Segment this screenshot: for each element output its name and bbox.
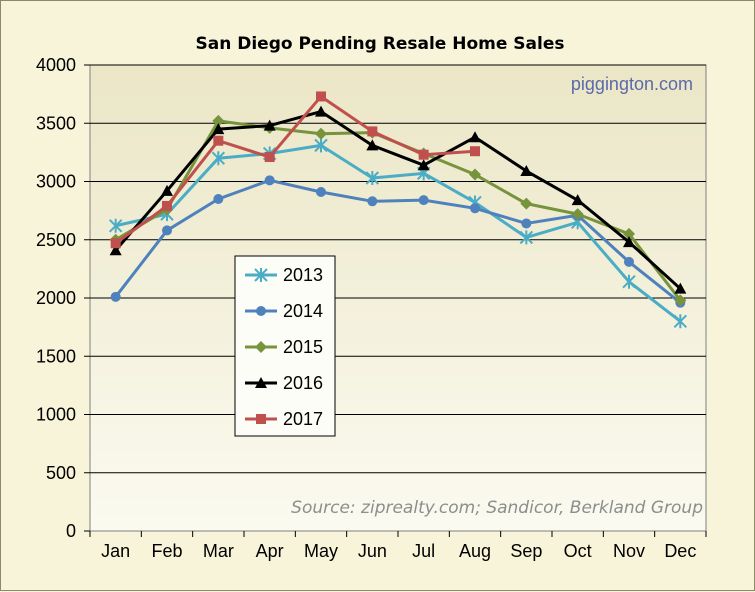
data-point <box>314 138 328 153</box>
data-point <box>255 341 267 353</box>
data-point <box>520 197 533 210</box>
y-tick-label: 0 <box>66 521 76 541</box>
data-point <box>316 186 326 197</box>
data-point <box>470 203 480 214</box>
legend-item: 2017 <box>245 409 323 429</box>
legend-label: 2014 <box>283 301 323 321</box>
legend-item: 2014 <box>245 301 323 321</box>
x-tick-label: Apr <box>256 541 284 561</box>
y-tick-label: 1000 <box>36 405 76 425</box>
data-point <box>674 282 687 294</box>
data-point <box>109 244 122 256</box>
data-point <box>622 274 636 289</box>
data-point <box>212 114 225 127</box>
data-point <box>315 105 327 117</box>
y-tick-label: 1500 <box>36 346 76 366</box>
data-point <box>571 194 584 206</box>
series-layer <box>108 91 688 329</box>
series-line <box>114 94 476 245</box>
data-point <box>469 131 481 143</box>
series-2017 <box>110 91 480 249</box>
chart-title: San Diego Pending Resale Home Sales <box>196 34 565 54</box>
watermark-text: piggington.com <box>571 74 693 94</box>
y-tick-label: 2000 <box>36 288 76 308</box>
data-point <box>255 377 267 388</box>
data-point <box>520 165 533 177</box>
data-point <box>316 91 326 102</box>
legend-item: 2015 <box>245 337 323 357</box>
x-tick-label: Oct <box>564 541 592 561</box>
y-axis: 0 500 1000 1500 2000 2500 3000 3500 4000 <box>36 55 90 541</box>
series-line <box>114 110 682 290</box>
x-tick-label: Nov <box>613 541 645 561</box>
legend-item: 2013 <box>245 265 323 285</box>
data-point <box>162 225 172 236</box>
data-point <box>211 151 226 166</box>
series-line <box>114 178 682 304</box>
data-point <box>367 126 378 137</box>
data-point <box>469 168 481 181</box>
data-point <box>418 149 429 160</box>
x-tick-label: Feb <box>151 541 182 561</box>
legend-label: 2016 <box>283 373 323 393</box>
data-point <box>674 294 687 307</box>
data-point <box>256 414 266 424</box>
data-point <box>254 268 268 282</box>
y-tick-label: 2500 <box>36 230 76 250</box>
y-tick-label: 3000 <box>36 172 76 192</box>
data-point <box>110 238 121 249</box>
x-tick-label: Mar <box>203 541 234 561</box>
data-point <box>519 230 534 245</box>
grid-lines <box>90 64 706 474</box>
data-point <box>315 127 327 140</box>
data-point <box>263 119 276 131</box>
legend-label: 2015 <box>283 337 323 357</box>
x-tick-label: Sep <box>510 541 542 561</box>
data-point <box>212 123 225 135</box>
x-axis: Jan Feb Mar Apr May Jun Jul Aug Sep Oct Nov Dec <box>89 531 707 561</box>
x-tick-label: Jan <box>101 541 130 561</box>
x-tick-label: May <box>304 541 338 561</box>
data-point <box>213 193 224 204</box>
data-point <box>521 218 532 229</box>
data-point <box>264 152 275 163</box>
legend-label: 2013 <box>283 265 323 285</box>
data-point <box>623 236 635 248</box>
data-point <box>418 195 429 206</box>
data-point <box>367 196 378 207</box>
data-point <box>623 227 635 240</box>
data-point <box>366 139 379 151</box>
data-point <box>256 306 266 316</box>
data-point <box>417 159 430 171</box>
legend-label: 2017 <box>283 409 323 429</box>
data-point <box>161 184 173 196</box>
data-point <box>110 291 121 302</box>
legend: 2013 2014 2015 2016 2017 <box>234 255 336 437</box>
data-point <box>571 208 584 221</box>
x-tick-label: Jul <box>412 541 435 561</box>
data-point <box>108 218 123 233</box>
data-point <box>264 175 275 186</box>
data-point <box>624 256 634 267</box>
y-tick-label: 3500 <box>36 113 76 133</box>
data-point <box>470 146 480 157</box>
data-point <box>365 171 380 186</box>
y-tick-label: 500 <box>46 463 76 483</box>
series-2016 <box>109 105 687 294</box>
data-point <box>213 135 224 146</box>
x-tick-label: Jun <box>358 541 387 561</box>
source-note: Source: ziprealty.com; Sandicor, Berklan… <box>291 498 703 518</box>
data-point <box>673 314 688 329</box>
series-line <box>115 143 682 323</box>
y-tick-label: 4000 <box>36 55 76 75</box>
data-point <box>162 200 172 211</box>
legend-item: 2016 <box>245 373 323 393</box>
x-tick-label: Aug <box>459 541 491 561</box>
x-tick-label: Dec <box>664 541 696 561</box>
